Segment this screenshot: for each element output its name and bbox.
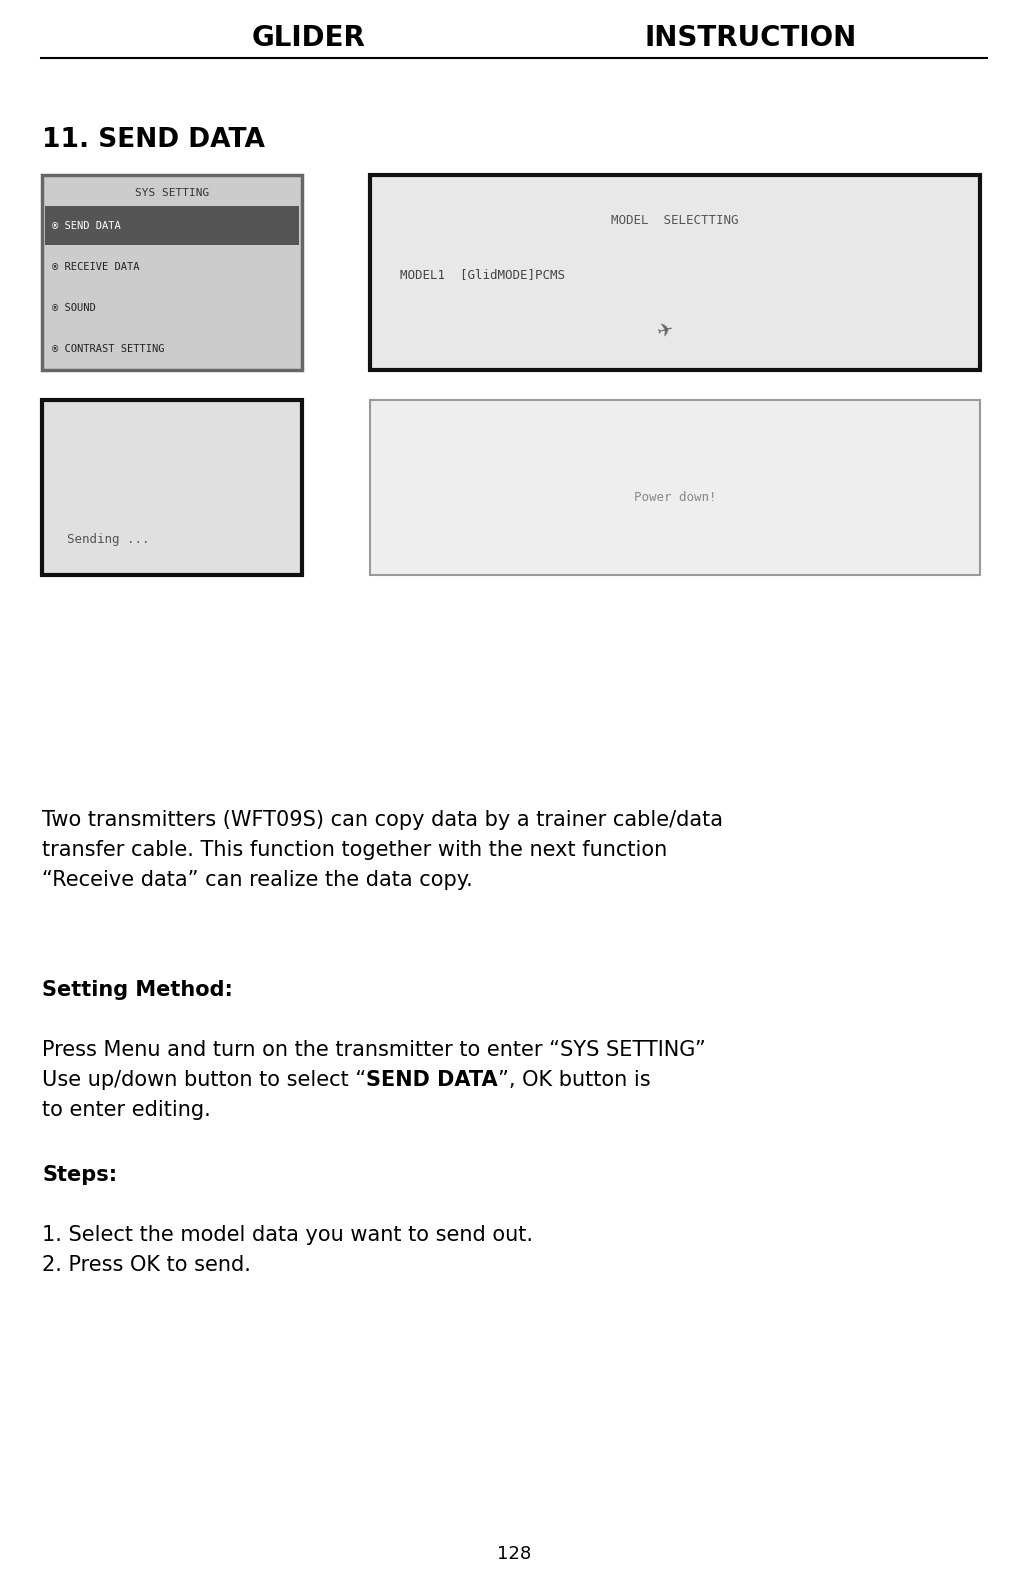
- Text: SEND DATA: SEND DATA: [366, 1069, 498, 1090]
- Text: Setting Method:: Setting Method:: [42, 980, 233, 1000]
- Text: Steps:: Steps:: [42, 1166, 117, 1184]
- Text: SYS SETTING: SYS SETTING: [135, 187, 209, 198]
- Text: Power down!: Power down!: [633, 491, 717, 504]
- Text: Press Menu and turn on the transmitter to enter “SYS SETTING”: Press Menu and turn on the transmitter t…: [42, 1040, 706, 1060]
- Text: ® SEND DATA: ® SEND DATA: [52, 221, 120, 230]
- Text: MODEL  SELECTTING: MODEL SELECTTING: [612, 214, 739, 227]
- Text: ® SOUND: ® SOUND: [52, 302, 96, 313]
- Text: 128: 128: [497, 1545, 531, 1562]
- Text: to enter editing.: to enter editing.: [42, 1099, 211, 1120]
- FancyBboxPatch shape: [42, 175, 302, 370]
- Text: ® RECEIVE DATA: ® RECEIVE DATA: [52, 261, 140, 272]
- Text: 11. SEND DATA: 11. SEND DATA: [42, 128, 265, 153]
- Bar: [45, 206, 299, 246]
- Text: Two transmitters (WFT09S) can copy data by a trainer cable/data: Two transmitters (WFT09S) can copy data …: [42, 810, 723, 830]
- Text: ”, OK button is: ”, OK button is: [498, 1069, 651, 1090]
- FancyBboxPatch shape: [42, 400, 302, 575]
- Text: ✈: ✈: [655, 318, 675, 342]
- FancyBboxPatch shape: [370, 400, 980, 575]
- Text: transfer cable. This function together with the next function: transfer cable. This function together w…: [42, 839, 667, 860]
- Text: Use up/down button to select “: Use up/down button to select “: [42, 1069, 366, 1090]
- Text: INSTRUCTION: INSTRUCTION: [645, 24, 856, 52]
- Text: 2. Press OK to send.: 2. Press OK to send.: [42, 1255, 251, 1276]
- Text: ® CONTRAST SETTING: ® CONTRAST SETTING: [52, 345, 164, 354]
- FancyBboxPatch shape: [370, 175, 980, 370]
- Text: Sending ...: Sending ...: [67, 534, 149, 547]
- Text: “Receive data” can realize the data copy.: “Receive data” can realize the data copy…: [42, 869, 473, 890]
- Text: GLIDER: GLIDER: [252, 24, 365, 52]
- Text: 1. Select the model data you want to send out.: 1. Select the model data you want to sen…: [42, 1225, 533, 1244]
- Text: MODEL1  [GlidMODE]PCMS: MODEL1 [GlidMODE]PCMS: [400, 268, 565, 282]
